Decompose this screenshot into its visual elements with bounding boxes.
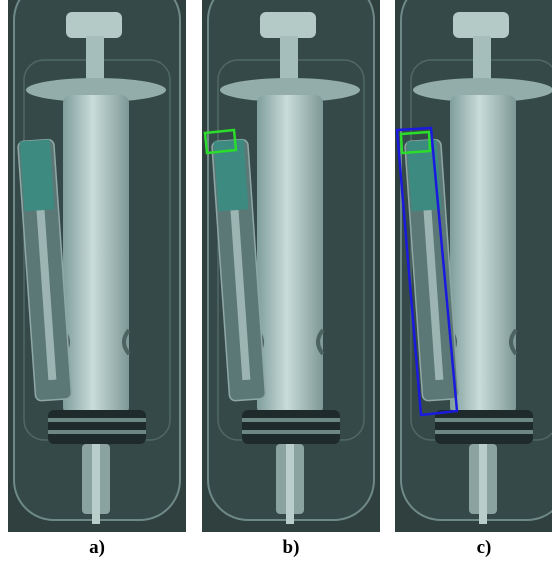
panel-b [202,0,380,532]
panel-a [8,0,186,532]
figure: a) b) c) [0,0,552,567]
panel-label: a) [89,537,105,558]
panel-c [395,0,552,532]
panel-label: c) [477,537,492,558]
panel-label: b) [283,537,300,558]
